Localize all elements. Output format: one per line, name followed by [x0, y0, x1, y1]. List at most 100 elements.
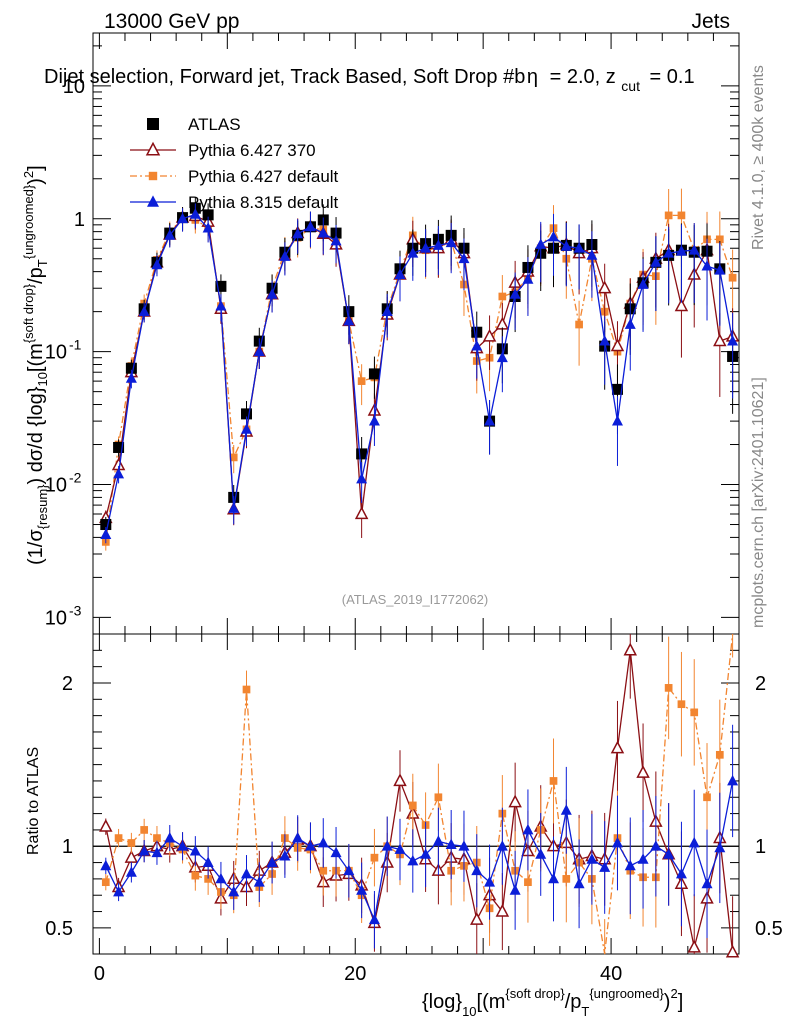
data-point	[357, 377, 366, 385]
data-point	[317, 227, 329, 238]
ratio-tick-label-right: 0.5	[755, 918, 783, 940]
legend-item: ATLAS	[147, 115, 241, 134]
data-point	[495, 316, 510, 330]
ratio-point	[637, 853, 649, 864]
y-tick-exponent: -2	[69, 470, 82, 486]
ratio-series-pythia-6-427-370	[99, 634, 740, 958]
data-point	[177, 212, 189, 224]
data-point	[189, 208, 201, 219]
plot-title-text: Dijet selection, Forward jet, Track Base…	[44, 66, 525, 88]
data-point	[548, 230, 560, 242]
ratio-point	[495, 903, 510, 917]
data-point	[599, 335, 611, 346]
ratio-point	[253, 876, 265, 887]
ratio-point	[445, 838, 457, 850]
legend-item: Pythia 6.427 default	[130, 167, 339, 186]
ratio-point	[599, 861, 611, 872]
ratio-point	[675, 867, 687, 879]
series-line	[105, 213, 734, 535]
ratio-point	[560, 804, 572, 815]
ratio-point	[573, 877, 585, 889]
ratio-point	[317, 836, 329, 848]
ratio-point	[393, 773, 407, 787]
data-point	[445, 236, 457, 248]
data-point	[279, 250, 291, 261]
ratio-point	[688, 836, 700, 848]
data-point	[100, 528, 112, 539]
data-point	[482, 328, 497, 342]
ratio-tick-label: 0.5	[45, 918, 73, 940]
ratio-point	[408, 801, 417, 810]
y-tick-label: 10	[63, 76, 85, 98]
data-point	[650, 256, 662, 267]
ratio-point	[524, 878, 532, 887]
data-point	[113, 467, 125, 479]
data-point	[266, 288, 278, 299]
legend: ATLAS Pythia 6.427 370 Pythia 6.427 defaul…	[130, 115, 339, 212]
ratio-point	[138, 845, 150, 856]
ratio-point	[611, 836, 623, 848]
legend-marker	[145, 141, 161, 156]
data-point	[586, 249, 598, 260]
series-pythia-6-427-370	[99, 204, 740, 538]
series-pythia-6-427-default	[101, 188, 737, 551]
data-point	[381, 305, 393, 317]
data-point	[125, 362, 137, 374]
data-point	[356, 472, 368, 484]
data-point	[241, 408, 253, 420]
plot-title-cut: cut	[621, 78, 640, 94]
ratio-point	[151, 846, 163, 858]
data-point	[458, 252, 470, 264]
y-tick-label: 10	[45, 475, 67, 497]
data-point	[253, 345, 265, 357]
ratio-point	[458, 840, 470, 851]
ratio-point	[100, 859, 112, 871]
y-tick-exponent: -3	[69, 602, 82, 618]
ratio-point	[677, 700, 686, 709]
data-point	[624, 318, 636, 329]
data-point	[728, 273, 737, 282]
ratio-point	[113, 885, 125, 897]
data-point	[151, 258, 163, 270]
data-point	[304, 220, 316, 232]
ratio-point	[242, 685, 251, 694]
plot-title: Dijet selection, Forward jet, Track Base…	[44, 66, 695, 96]
data-point	[229, 453, 238, 462]
ratio-point	[101, 878, 110, 887]
data-point	[113, 441, 125, 453]
data-point	[509, 288, 521, 299]
plot-title-beta: = 2.0, z	[550, 66, 616, 88]
legend-item: Pythia 8.315 default	[130, 193, 339, 212]
ratio-line	[105, 650, 734, 953]
y-axis-label-main: (1/σ{resum}) dσ/d {log}10[(m{soft drop}/…	[21, 165, 50, 565]
series-atlas	[100, 197, 739, 534]
ratio-point	[687, 939, 701, 953]
ratio-point	[124, 850, 139, 863]
ratio-point	[636, 765, 650, 778]
ratio-series-pythia-8-315-default	[100, 724, 739, 949]
data-point	[292, 227, 304, 239]
data-point	[664, 211, 673, 220]
data-point	[610, 338, 625, 352]
data-point	[228, 502, 240, 513]
y-tick-label: 10	[45, 342, 67, 364]
ratio-point	[127, 839, 136, 847]
ratio-point	[715, 750, 724, 759]
ratio-point	[99, 818, 113, 832]
ratio-point	[471, 864, 483, 876]
ratio-point	[663, 848, 675, 859]
legend-label: Pythia 8.315 default	[188, 193, 339, 212]
data-point	[202, 209, 214, 221]
ratio-panel: 0 20 40 0.5 0.5 1 1 2 2	[45, 633, 783, 985]
ratio-point	[522, 823, 534, 835]
ratio-tick-label: 2	[62, 673, 73, 695]
ratio-point	[650, 840, 662, 851]
data-point	[394, 268, 406, 279]
data-point	[714, 264, 726, 275]
data-point	[241, 423, 253, 434]
data-point	[407, 247, 419, 258]
data-point	[675, 245, 687, 256]
ratio-point	[279, 849, 291, 861]
data-point	[354, 506, 369, 520]
